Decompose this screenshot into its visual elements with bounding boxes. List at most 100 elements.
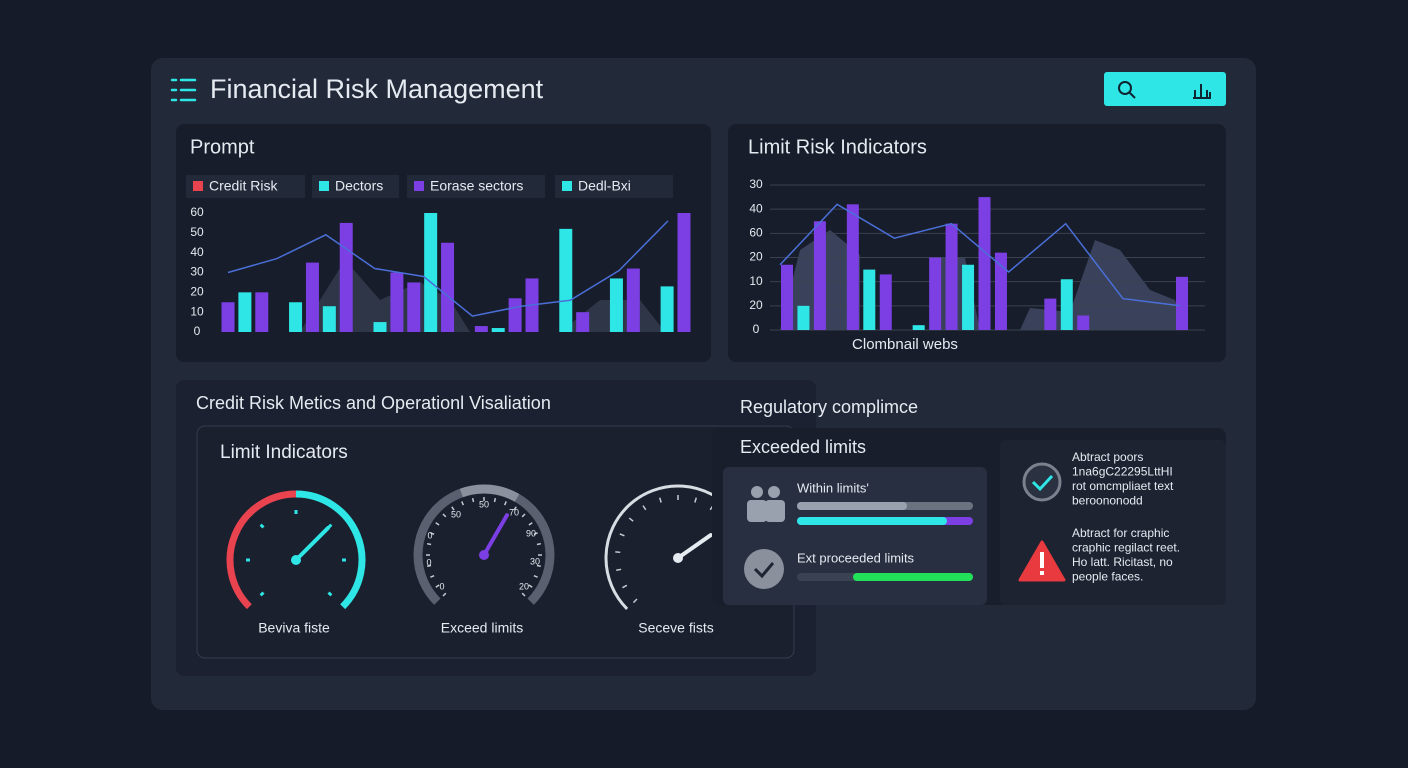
gauge-tick-label: 50 [451,509,461,519]
bar [424,213,438,332]
y-tick-label: 60 [190,205,204,219]
menu-icon[interactable] [170,78,197,102]
bar [994,252,1007,330]
gauge-tick-label: 0 [427,530,432,540]
gauge-tick [536,564,542,568]
gauge-tick [259,523,265,529]
bar [1077,315,1090,330]
toolbar [1104,72,1226,106]
trend-line [227,220,669,317]
bar [238,292,252,332]
bar [781,264,793,330]
gauge-tick-label: 20 [519,581,529,591]
note-line: rot omcmpliaet text [1072,479,1174,493]
person-head [751,486,763,498]
gauge-tick [528,522,533,526]
legend-item [555,175,673,198]
note-line: people faces. [1072,570,1143,584]
limits-card [723,467,987,605]
bar [626,268,640,332]
bar [863,269,876,330]
y-tick-label: 20 [190,285,204,299]
note-line: Ho latt. Ricitast, no [1072,555,1173,569]
bar [339,222,353,332]
area-shape [1020,240,1185,330]
gauge-tick [628,517,634,522]
search-handle [1128,91,1136,99]
note-line: Abtract poors [1072,450,1143,464]
y-tick-label: 60 [749,226,763,240]
progress-fill [797,502,907,510]
bar [305,262,319,332]
gauge-label: Exceed limits [441,620,523,636]
gauge-tick [622,584,628,589]
legend-label: Eorase sectors [430,178,523,194]
gauge-tick-label: 50 [479,499,489,509]
legend-label: Dectors [335,178,383,194]
bar [978,197,991,330]
note-line: Abtract for craphic [1072,526,1169,540]
chart-button[interactable] [1193,84,1211,99]
legend-label: Credit Risk [209,178,278,194]
y-tick-label: 30 [190,265,204,279]
gauge-tick [658,497,662,503]
gauge-tick-label: 70 [509,507,519,517]
bar [441,242,455,332]
bar [813,221,826,330]
bar [221,302,235,332]
gauge-tick [327,591,333,597]
gauge-tick [632,598,638,604]
y-tick-label: 20 [749,250,763,264]
gauge-tick [513,506,517,511]
legend-item [186,175,305,198]
gauge-tick [442,513,447,518]
ok-icon [1022,462,1062,502]
people-icon [747,486,785,522]
legend-swatch [562,181,572,191]
bar [576,312,590,332]
gauge-tick [533,574,538,578]
gauge-arc [226,490,297,610]
bar [255,292,269,332]
bar [797,305,810,330]
gauge-tick [451,506,455,511]
search-button[interactable] [1118,81,1136,99]
item-label: Within limits' [797,480,869,495]
check-icon [744,549,784,589]
bar [1176,276,1188,330]
gauge-needle [482,513,509,557]
gauge-tick [694,497,698,503]
bar [1060,279,1073,330]
bar [677,213,691,332]
gauge-tick [259,591,265,597]
bar [322,306,336,332]
bar [373,322,387,332]
warning-bar [1040,552,1044,568]
bar [609,278,623,332]
check-mark [753,562,775,579]
bar [559,228,573,332]
bar [390,272,404,332]
gauge-tick [435,522,440,526]
legend-swatch [193,181,203,191]
gauge-tick [536,542,542,546]
bar [660,286,674,332]
item-label: Ext proceeded limits [797,550,915,565]
gauge-tick-label: 30 [530,556,540,566]
bar [912,325,925,330]
gauge-tick-label: 90 [526,528,536,538]
app-title: Financial Risk Management [210,74,544,104]
person-head [768,486,780,498]
legend-item [312,175,399,198]
y-tick-label: 30 [749,177,763,191]
person-body [765,500,785,522]
y-tick-label: 40 [190,245,204,259]
gauge-tick [426,564,432,568]
note-line: beroononodd [1072,494,1143,508]
y-tick-label: 0 [753,322,760,336]
gauge-tick [642,505,647,511]
bar [846,204,859,330]
gauge-tick [442,592,447,597]
